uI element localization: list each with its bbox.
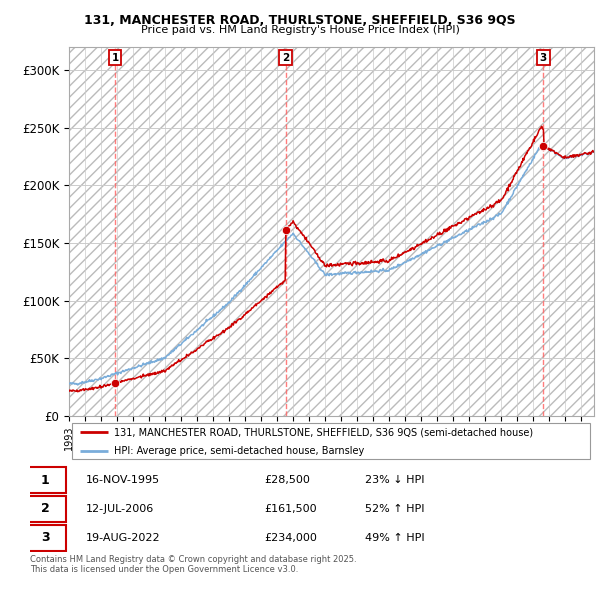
Text: 49% ↑ HPI: 49% ↑ HPI [365,533,424,543]
Text: 3: 3 [41,531,49,544]
FancyBboxPatch shape [25,496,66,522]
Text: 52% ↑ HPI: 52% ↑ HPI [365,504,424,514]
Text: 3: 3 [540,53,547,63]
Text: 2: 2 [41,502,49,515]
Text: 131, MANCHESTER ROAD, THURLSTONE, SHEFFIELD, S36 9QS (semi-detached house): 131, MANCHESTER ROAD, THURLSTONE, SHEFFI… [113,428,533,438]
Text: Price paid vs. HM Land Registry's House Price Index (HPI): Price paid vs. HM Land Registry's House … [140,25,460,35]
Text: 12-JUL-2006: 12-JUL-2006 [86,504,154,514]
Text: 19-AUG-2022: 19-AUG-2022 [86,533,160,543]
Text: HPI: Average price, semi-detached house, Barnsley: HPI: Average price, semi-detached house,… [113,447,364,456]
Text: 23% ↓ HPI: 23% ↓ HPI [365,475,424,485]
Text: £161,500: £161,500 [265,504,317,514]
Text: 1: 1 [41,474,49,487]
Text: £234,000: £234,000 [265,533,317,543]
FancyBboxPatch shape [25,525,66,551]
Text: 2: 2 [282,53,289,63]
Text: 1: 1 [112,53,119,63]
Text: 16-NOV-1995: 16-NOV-1995 [86,475,160,485]
FancyBboxPatch shape [71,423,590,460]
Text: £28,500: £28,500 [265,475,310,485]
Text: 131, MANCHESTER ROAD, THURLSTONE, SHEFFIELD, S36 9QS: 131, MANCHESTER ROAD, THURLSTONE, SHEFFI… [84,14,516,27]
Text: Contains HM Land Registry data © Crown copyright and database right 2025.
This d: Contains HM Land Registry data © Crown c… [30,555,356,574]
FancyBboxPatch shape [25,467,66,493]
